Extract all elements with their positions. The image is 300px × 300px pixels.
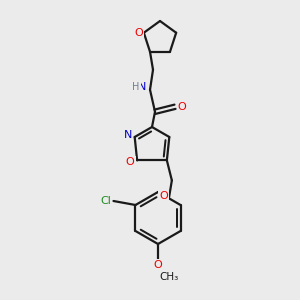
Text: H: H bbox=[132, 82, 140, 92]
Text: CH₃: CH₃ bbox=[159, 272, 178, 282]
Text: O: O bbox=[178, 102, 186, 112]
Text: O: O bbox=[160, 191, 168, 201]
Text: N: N bbox=[138, 82, 146, 92]
Text: Cl: Cl bbox=[100, 196, 111, 206]
Text: O: O bbox=[126, 158, 134, 167]
Text: O: O bbox=[134, 28, 143, 38]
Text: O: O bbox=[154, 260, 162, 270]
Text: N: N bbox=[124, 130, 132, 140]
